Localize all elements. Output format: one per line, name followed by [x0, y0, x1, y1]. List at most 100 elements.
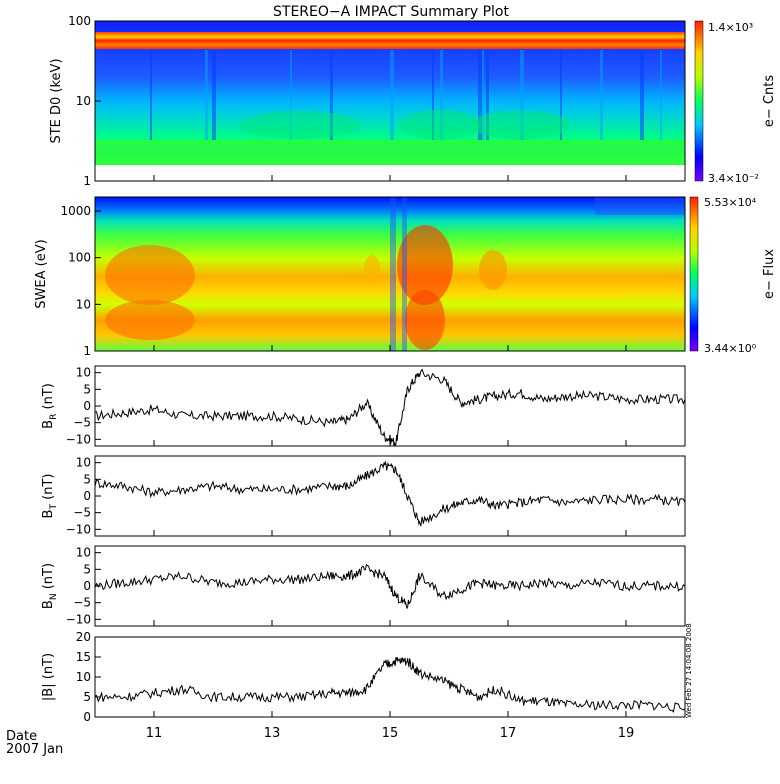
ste-y-tick-label: 10	[76, 94, 91, 108]
swea-y-tick-label: 100	[68, 251, 91, 265]
x-tick-label: 11	[146, 726, 163, 741]
swea-dark-band	[402, 197, 407, 351]
ste-low-band	[95, 140, 685, 157]
swea-y-tick-label: 1	[83, 344, 91, 358]
swea-y-label: SWEA (eV)	[34, 239, 49, 308]
bt-y-tick-label: 5	[83, 472, 91, 486]
x-tick-label: 17	[500, 726, 517, 741]
ste-stripe	[440, 50, 443, 140]
swea-hot-patch	[479, 250, 507, 290]
br-series-line	[94, 368, 686, 447]
swea-hot-patch	[405, 290, 445, 350]
ste-colorbar-label: e− Cnts	[762, 75, 777, 127]
timestamp-label: Wed Feb 27 14:04:08 2008	[685, 623, 693, 718]
swea-dark-band	[390, 197, 396, 351]
ste-stripe	[205, 50, 208, 140]
ste-stripe	[478, 50, 482, 140]
bmag-y-tick-label: 20	[76, 630, 91, 644]
ste-heatmap-band	[95, 32, 685, 49]
bt-y-tick-label: −5	[73, 506, 91, 520]
ste-blob	[400, 110, 480, 140]
ste-stripe	[482, 50, 484, 140]
br-y-tick-label: 10	[76, 366, 91, 380]
bn-y-tick-label: 5	[83, 562, 91, 576]
bt-frame	[94, 455, 686, 537]
x-axis-tick-labels: 11 13 15 17 19	[146, 175, 635, 741]
swea-colorbar-max: 5.53×10⁴	[704, 196, 757, 209]
br-y-tick-label: 5	[83, 382, 91, 396]
bt-series-line	[94, 460, 686, 527]
bmag-y-label: |B| (nT)	[41, 653, 56, 701]
bmag-y-tick-label: 15	[76, 650, 91, 664]
ste-y-axis: 1 10 100	[68, 14, 101, 188]
bn-y-tick-label: −5	[73, 596, 91, 610]
bn-y-tick-label: −10	[66, 612, 91, 626]
swea-y-tick-label: 1000	[60, 204, 91, 218]
x-tick-label: 15	[382, 726, 399, 741]
swea-dark-band	[595, 197, 685, 215]
br-y-label: BR (nT)	[41, 383, 59, 429]
swea-colorbar-label: e− Flux	[762, 249, 777, 299]
ste-heatmap-stripes	[150, 50, 662, 140]
swea-hot-patch	[397, 225, 453, 305]
ste-y-tick-label: 100	[68, 14, 91, 28]
ste-y-tick-label: 1	[83, 174, 91, 188]
bmag-frame	[94, 636, 686, 718]
ste-y-label: STE D0 (keV)	[49, 58, 64, 143]
br-y-tick-label: −5	[73, 416, 91, 430]
magnetic-field-panels: −10 −5 0 5 10 BR (nT) −10 −5 0 5 10 BT (nT) −10 −5 0 5 1…	[41, 365, 686, 724]
swea-colorbar-min: 3.44×10⁰	[704, 342, 757, 355]
ste-panel: 1 10 100 STE D0 (keV)	[49, 14, 686, 188]
swea-heatmap-stripes	[105, 197, 685, 351]
ste-colorbar-min: 3.4×10⁻²	[708, 172, 759, 185]
ste-colorbar: 1.4×10³ 3.4×10⁻² e− Cnts	[694, 20, 777, 185]
bmag-y-tick-label: 0	[83, 710, 91, 724]
date-label: Date	[6, 729, 37, 744]
ste-stripe	[660, 50, 662, 140]
bt-y-tick-label: 0	[83, 489, 91, 503]
ste-colorbar-gradient	[694, 20, 704, 182]
ste-stripe	[212, 50, 216, 140]
bt-panel: −10 −5 0 5 10 BT (nT)	[41, 455, 686, 537]
plot-title: STEREO−A IMPACT Summary Plot	[273, 4, 510, 20]
ste-stripe	[390, 50, 394, 140]
ste-stripe	[330, 50, 333, 140]
ste-stripe	[560, 50, 562, 140]
bmag-panel: 0 5 10 15 20 |B| (nT)	[41, 630, 686, 724]
bn-y-tick-label: 10	[76, 546, 91, 560]
x-tick-label: 13	[264, 726, 281, 741]
ste-stripe	[150, 50, 152, 140]
ste-stripe	[290, 50, 292, 140]
bn-frame	[94, 545, 686, 627]
ste-stripe	[432, 50, 434, 140]
bmag-y-tick-label: 5	[83, 690, 91, 704]
swea-y-axis: 1 10 100 1000	[60, 204, 101, 358]
br-panel: −10 −5 0 5 10 BR (nT)	[41, 365, 686, 447]
ste-colorbar-max: 1.4×10³	[708, 21, 753, 34]
swea-y-tick-label: 10	[76, 297, 91, 311]
swea-hot-patch	[364, 255, 380, 285]
ste-blob	[470, 110, 570, 140]
ste-blob	[240, 111, 360, 139]
br-y-tick-label: 0	[83, 399, 91, 413]
bn-y-tick-label: 0	[83, 579, 91, 593]
bn-series-line	[94, 563, 686, 610]
bt-y-label: BT (nT)	[41, 474, 59, 519]
x-tick-label: 19	[618, 726, 635, 741]
bmag-y-tick-label: 10	[76, 670, 91, 684]
ste-stripe	[600, 50, 603, 140]
swea-colorbar-gradient	[689, 196, 699, 352]
swea-panel: 1 10 100 1000 SWEA (eV)	[34, 196, 686, 358]
ste-stripe	[520, 50, 524, 140]
bn-panel: −10 −5 0 5 10 BN (nT)	[41, 545, 686, 627]
swea-hot-patch	[105, 300, 195, 340]
bt-y-tick-label: −10	[66, 522, 91, 536]
date-year: 2007 Jan	[6, 742, 63, 757]
swea-hot-patch	[105, 245, 195, 305]
bmag-series-line	[94, 656, 686, 713]
br-frame	[94, 365, 686, 447]
ste-stripe	[640, 50, 644, 140]
bn-y-label: BN (nT)	[41, 563, 59, 609]
br-y-tick-label: −10	[66, 432, 91, 446]
